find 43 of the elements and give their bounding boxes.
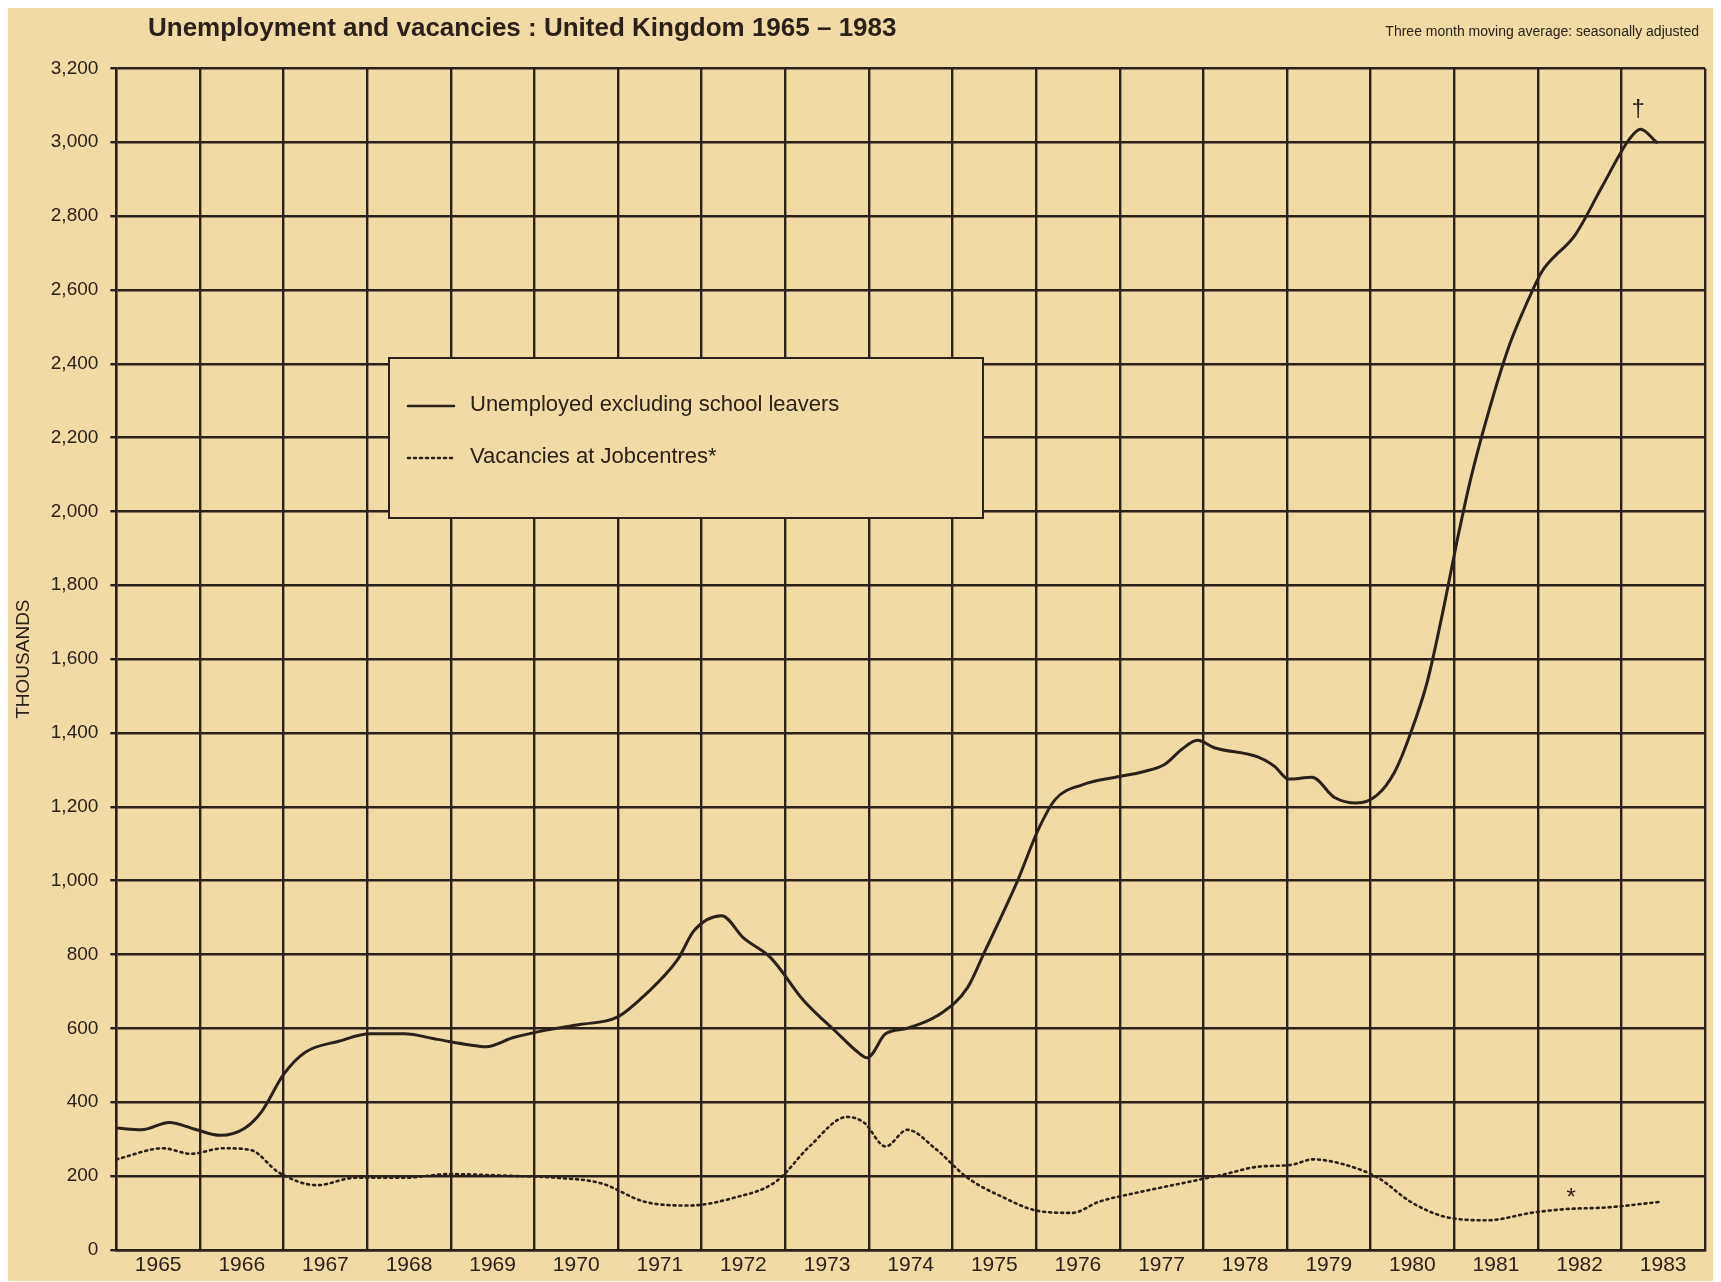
y-tick-label: 0 — [87, 1238, 99, 1260]
x-tick-label: 1979 — [1305, 1252, 1353, 1276]
y-tick-label: 1,000 — [50, 868, 99, 890]
y-tick-label: 2,800 — [50, 204, 99, 226]
y-tick-label: 2,000 — [50, 499, 99, 521]
x-tick-label: 1980 — [1388, 1252, 1436, 1276]
x-tick-label: 1977 — [1138, 1252, 1185, 1276]
y-tick-label: 800 — [66, 942, 99, 964]
y-tick-label: 1,600 — [50, 647, 99, 669]
y-tick-label: 2,400 — [50, 351, 99, 373]
x-tick-label: 1971 — [636, 1252, 684, 1276]
legend-label: Unemployed excluding school leavers — [470, 391, 840, 417]
y-tick-label: 3,200 — [50, 56, 99, 78]
chart-title: Unemployment and vacancies : United Kingdom 1965 – 1983 — [148, 12, 897, 43]
y-tick-label: 200 — [66, 1164, 99, 1186]
x-tick-label: 1973 — [803, 1252, 851, 1276]
x-tick-label: 1983 — [1639, 1252, 1687, 1276]
x-tick-label: 1978 — [1221, 1252, 1269, 1276]
y-tick-label: 2,600 — [50, 278, 99, 300]
x-tick-label: 1965 — [134, 1252, 182, 1276]
x-tick-label: 1975 — [970, 1252, 1018, 1276]
x-tick-label: 1981 — [1472, 1252, 1520, 1276]
x-tick-label: 1969 — [469, 1252, 516, 1276]
y-tick-label: 600 — [66, 1016, 99, 1038]
x-tick-label: 1968 — [385, 1252, 433, 1276]
y-tick-label: 1,400 — [50, 721, 99, 743]
legend-label: Vacancies at Jobcentres* — [470, 443, 717, 469]
x-tick-label: 1966 — [218, 1252, 266, 1276]
x-tick-label: 1974 — [887, 1252, 935, 1276]
x-tick-label: 1967 — [302, 1252, 349, 1276]
y-tick-label: 1,200 — [50, 795, 99, 817]
y-tick-label: 400 — [66, 1090, 99, 1112]
annotation: * — [1566, 1182, 1576, 1210]
x-tick-label: 1970 — [552, 1252, 600, 1276]
chart-subtitle: Three month moving average: seasonally adjusted — [1385, 23, 1699, 39]
x-tick-label: 1972 — [720, 1252, 767, 1276]
y-axis-title: THOUSANDS — [11, 599, 33, 719]
y-tick-label: 3,000 — [50, 130, 99, 152]
y-tick-label: 1,800 — [50, 573, 99, 595]
x-tick-label: 1982 — [1556, 1252, 1603, 1276]
x-tick-label: 1976 — [1054, 1252, 1102, 1276]
y-tick-label: 2,200 — [50, 425, 99, 447]
annotation: † — [1631, 93, 1645, 121]
